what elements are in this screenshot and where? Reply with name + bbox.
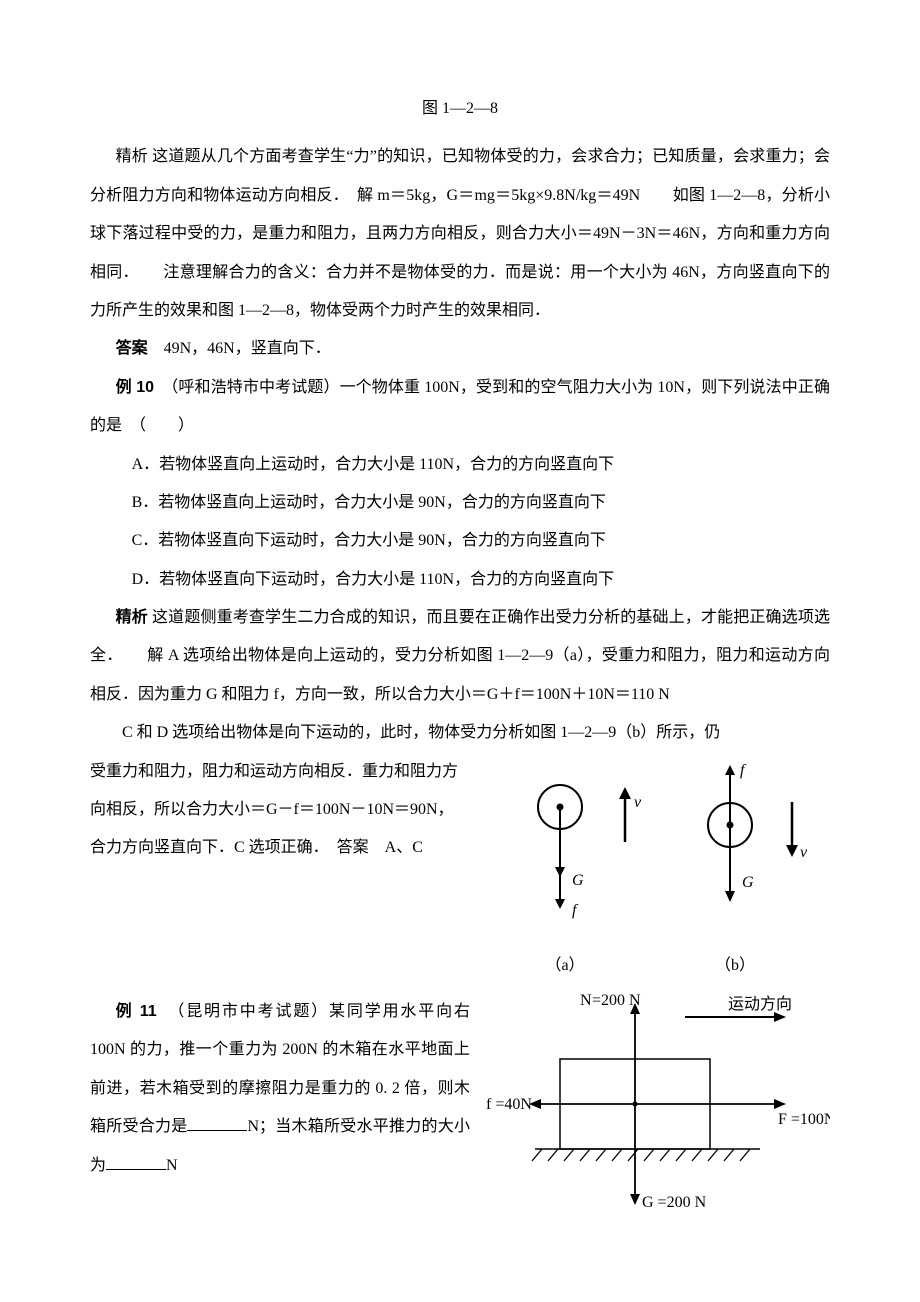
- analysis-9: 精析 这道题从几个方面考查学生“力”的知识，已知物体受的力，会求合力；已知质量，…: [90, 138, 830, 330]
- svg-text:f =40N: f =40N: [486, 1096, 532, 1113]
- option-a: A．若物体竖直向上运动时，合力大小是 110N，合力的方向竖直向下: [90, 446, 830, 484]
- answer-9-body: 49N，46N，竖直向下．: [148, 340, 331, 357]
- blank-2: [106, 1153, 166, 1170]
- svg-text:运动方向: 运动方向: [728, 995, 792, 1013]
- option-b: B．若物体竖直向上运动时，合力大小是 90N，合力的方向竖直向下: [90, 484, 830, 522]
- svg-text:N: N: [580, 992, 592, 1009]
- analysis-10: 精析 这道题侧重考查学生二力合成的知识，而且要在正确作出受力分析的基础上，才能把…: [90, 599, 830, 714]
- svg-text:G: G: [742, 874, 754, 891]
- svg-text:v: v: [800, 844, 808, 861]
- figure-1-2-9-captions: （a）（b）: [470, 947, 830, 985]
- svg-text:=200 N: =200 N: [592, 992, 641, 1009]
- example-11-body-3: N: [166, 1157, 178, 1174]
- svg-text:G =200 N: G =200 N: [642, 1194, 707, 1211]
- svg-text:f: f: [572, 902, 579, 919]
- analysis-10-body: 这道题侧重考查学生二力合成的知识，而且要在正确作出受力分析的基础上，才能把正确选…: [90, 609, 830, 703]
- figure-caption-1-2-8: 图 1—2—8: [90, 90, 830, 128]
- figure-1-2-10: N =200 N G =200 N F =100N f =40N 运动方向: [480, 989, 830, 1219]
- example-11-body-1: （昆明市中考试题）某同学用水平向右 100N 的力，推一个重力为 200N 的木…: [90, 1003, 470, 1135]
- example-11-label: 例 11: [116, 1003, 157, 1020]
- analysis-10-cd-lead: C 和 D 选项给出物体是向下运动的，此时，物体受力分析如图 1—2—9（b）所…: [90, 714, 830, 752]
- caption-b: （b）: [650, 947, 820, 985]
- answer-9-label: 答案: [116, 340, 148, 357]
- answer-9: 答案 49N，46N，竖直向下．: [90, 330, 830, 368]
- figure-1-2-9: G f v f G v: [470, 757, 830, 937]
- analysis-10-label: 精析: [116, 609, 148, 626]
- svg-text:f: f: [740, 762, 747, 779]
- blank-1: [187, 1114, 247, 1131]
- caption-a: （a）: [480, 947, 650, 985]
- option-c: C．若物体竖直向下运动时，合力大小是 90N，合力的方向竖直向下: [90, 522, 830, 560]
- example-10-body: （呼和浩特市中考试题）一个物体重 100N，受到和的空气阻力大小为 10N，则下…: [90, 379, 830, 434]
- option-d: D．若物体竖直向下运动时，合力大小是 110N，合力的方向竖直向下: [90, 561, 830, 599]
- svg-text:G: G: [572, 872, 584, 889]
- example-10-label: 例 10: [116, 379, 154, 396]
- svg-text:F =100N: F =100N: [778, 1111, 830, 1128]
- example-10: 例 10 （呼和浩特市中考试题）一个物体重 100N，受到和的空气阻力大小为 1…: [90, 369, 830, 446]
- svg-text:v: v: [634, 794, 642, 811]
